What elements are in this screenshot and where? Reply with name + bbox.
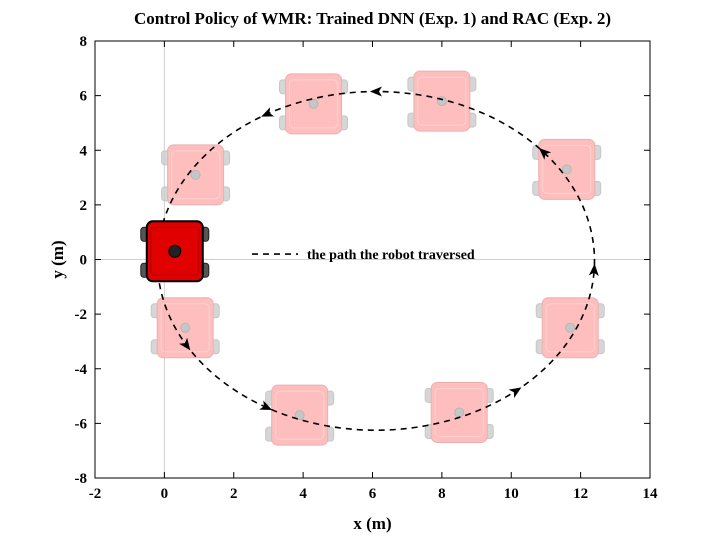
path-arrow-5 [179, 337, 191, 351]
robot-body-inner [275, 390, 325, 440]
x-tick-label: -2 [89, 486, 102, 502]
y-tick-label: 0 [80, 253, 88, 269]
ghost-robot-4 [532, 138, 602, 200]
chart-title: Control Policy of WMR: Trained DNN (Exp.… [134, 9, 611, 28]
path-arrow-6 [259, 400, 273, 410]
y-tick-label: 6 [80, 89, 88, 105]
robot-sensor [190, 169, 201, 180]
x-axis-label: x (m) [353, 514, 391, 533]
path-arrow-head [508, 387, 522, 399]
path-arrow-8 [588, 263, 599, 277]
current-robot-body [140, 220, 210, 283]
path-arrow-2 [369, 86, 382, 97]
x-tick-label: 2 [230, 486, 238, 502]
y-tick-label: 8 [80, 34, 88, 50]
robot-body-inner [150, 226, 200, 276]
path-arrow-7 [508, 387, 522, 399]
plot-area: the path the robot traversed [94, 40, 651, 479]
robot-body-inner [417, 76, 467, 126]
x-tick-label: 10 [504, 486, 519, 502]
robot-body-inner [160, 303, 210, 353]
robot-body-inner [434, 387, 484, 437]
legend: the path the robot traversed [252, 248, 475, 263]
x-tick-label: 12 [573, 486, 588, 502]
y-tick-label: -4 [75, 362, 88, 378]
robot-sensor [308, 98, 319, 109]
robot-body-inner [545, 303, 595, 353]
path-arrow-head [588, 263, 599, 277]
ghost-robot-5 [535, 297, 605, 359]
y-tick-label: -8 [75, 471, 88, 487]
ghost-robot-8 [150, 297, 220, 359]
y-tick-label: 2 [80, 198, 88, 214]
path-arrow-head [259, 400, 273, 410]
ghost-robot-6 [424, 381, 494, 443]
x-tick-label: 6 [369, 486, 377, 502]
path-arrow-head [538, 147, 552, 160]
path-arrow-head [369, 86, 382, 97]
path-arrow-1 [538, 147, 552, 160]
robot-body-inner [171, 150, 221, 200]
robot-body-inner [289, 79, 339, 129]
x-axis-ticks: -2 0 2 4 6 8 10 12 14 [89, 41, 658, 502]
ghost-robot-2 [279, 73, 349, 135]
path-arrow-head [261, 107, 275, 117]
x-tick-label: 0 [161, 486, 169, 502]
x-tick-label: 14 [643, 486, 659, 502]
y-axis-label: y (m) [48, 240, 67, 278]
current-robot [140, 220, 210, 283]
legend-label: the path the robot traversed [307, 248, 475, 263]
robot-sensor [454, 407, 465, 418]
x-tick-label: 4 [299, 486, 307, 502]
ghost-robots [150, 70, 605, 446]
y-tick-label: -2 [75, 307, 88, 323]
x-tick-label: 8 [438, 486, 446, 502]
path-layer [156, 86, 599, 432]
robot-body-inner [542, 144, 592, 194]
y-tick-label: -6 [75, 416, 88, 432]
robot-sensor [168, 244, 182, 258]
y-tick-label: 4 [80, 143, 88, 159]
ghost-robot-1 [161, 144, 231, 206]
robot-sensor [180, 322, 191, 333]
y-axis-ticks: -8 -6 -4 -2 0 2 4 6 8 [75, 34, 650, 487]
robot-sensor [565, 322, 576, 333]
path-arrow-3 [261, 107, 275, 117]
path-arrow-head [179, 337, 191, 351]
ghost-robot-7 [265, 384, 335, 446]
robot-sensor [294, 410, 305, 421]
ghost-robot-3 [407, 70, 477, 132]
robot-sensor [561, 164, 572, 175]
